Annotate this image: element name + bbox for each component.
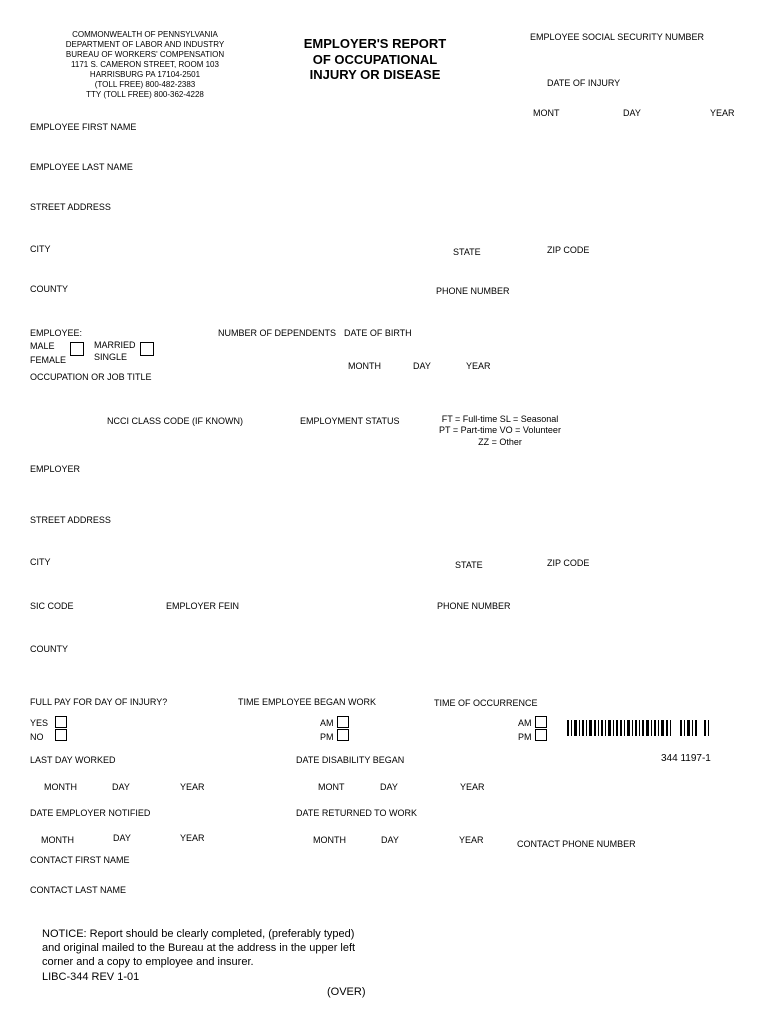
ldw-year-label: YEAR: [180, 782, 205, 792]
en-year-label: YEAR: [180, 833, 205, 843]
full-pay-label: FULL PAY FOR DAY OF INJURY?: [30, 697, 167, 707]
dob-day-label: DAY: [413, 361, 431, 371]
dob-label: DATE OF BIRTH: [344, 328, 412, 338]
barcode-icon: [567, 720, 717, 736]
en-month-label: MONTH: [41, 835, 74, 845]
status-key-line: FT = Full-time SL = Seasonal: [420, 414, 580, 425]
employer-city-label: CITY: [30, 557, 51, 567]
contact-last-name-label: CONTACT LAST NAME: [30, 885, 126, 895]
barcode-text: 344 1197-1: [661, 753, 711, 764]
returned-work-label: DATE RETURNED TO WORK: [296, 808, 417, 818]
notice-line: corner and a copy to employee and insure…: [42, 956, 422, 970]
no-label: NO: [30, 732, 44, 742]
time-occ-am-label: AM: [518, 718, 532, 728]
employer-state-label: STATE: [455, 560, 483, 570]
header-line: (TOLL FREE) 800-482-2383: [40, 80, 250, 90]
employee-label: EMPLOYEE:: [30, 328, 82, 338]
employee-first-name-label: EMPLOYEE FIRST NAME: [30, 122, 136, 132]
header-line: 1171 S. CAMERON STREET, ROOM 103: [40, 60, 250, 70]
en-day-label: DAY: [113, 833, 131, 843]
title-line: INJURY OR DISEASE: [270, 67, 480, 83]
disability-began-label: DATE DISABILITY BEGAN: [296, 755, 404, 765]
male-female-checkbox[interactable]: [70, 342, 84, 356]
time-occ-pm-label: PM: [518, 732, 532, 742]
employer-street-label: STREET ADDRESS: [30, 515, 111, 525]
ssn-label: EMPLOYEE SOCIAL SECURITY NUMBER: [530, 32, 704, 42]
contact-first-name-label: CONTACT FIRST NAME: [30, 855, 130, 865]
header-line: HARRISBURG PA 17104-2501: [40, 70, 250, 80]
time-began-am-label: AM: [320, 718, 334, 728]
employment-status-label: EMPLOYMENT STATUS: [300, 416, 400, 426]
married-single-checkbox[interactable]: [140, 342, 154, 356]
married-label: MARRIED: [94, 340, 136, 350]
form-revision: LIBC-344 REV 1-01: [42, 971, 139, 983]
title-line: OF OCCUPATIONAL: [270, 52, 480, 68]
rw-month-label: MONTH: [313, 835, 346, 845]
status-key-line: PT = Part-time VO = Volunteer: [420, 425, 580, 436]
employment-status-key: FT = Full-time SL = Seasonal PT = Part-t…: [420, 414, 580, 448]
dob-month-label: MONTH: [348, 361, 381, 371]
county-label: COUNTY: [30, 284, 68, 294]
time-began-pm-checkbox[interactable]: [337, 729, 349, 741]
db-month-label: MONT: [318, 782, 345, 792]
single-label: SINGLE: [94, 352, 127, 362]
fullpay-no-checkbox[interactable]: [55, 729, 67, 741]
time-occurrence-label: TIME OF OCCURRENCE: [434, 698, 538, 708]
header-line: DEPARTMENT OF LABOR AND INDUSTRY: [40, 40, 250, 50]
employer-county-label: COUNTY: [30, 644, 68, 654]
db-year-label: YEAR: [460, 782, 485, 792]
last-day-worked-label: LAST DAY WORKED: [30, 755, 116, 765]
ncci-label: NCCI CLASS CODE (IF KNOWN): [107, 416, 243, 426]
employer-label: EMPLOYER: [30, 464, 80, 474]
fein-label: EMPLOYER FEIN: [166, 601, 239, 611]
db-day-label: DAY: [380, 782, 398, 792]
dependents-label: NUMBER OF DEPENDENTS: [218, 328, 336, 338]
time-began-label: TIME EMPLOYEE BEGAN WORK: [238, 697, 376, 707]
time-occ-pm-checkbox[interactable]: [535, 729, 547, 741]
male-label: MALE: [30, 341, 55, 351]
fullpay-yes-checkbox[interactable]: [55, 716, 67, 728]
phone-label: PHONE NUMBER: [436, 286, 510, 296]
month-label: MONT: [533, 108, 560, 118]
time-began-pm-label: PM: [320, 732, 334, 742]
street-address-label: STREET ADDRESS: [30, 202, 111, 212]
header-line: TTY (TOLL FREE) 800-362-4228: [40, 90, 250, 100]
title-line: EMPLOYER'S REPORT: [270, 36, 480, 52]
year-label: YEAR: [710, 108, 735, 118]
ldw-day-label: DAY: [112, 782, 130, 792]
female-label: FEMALE: [30, 355, 66, 365]
zip-label: ZIP CODE: [547, 245, 589, 255]
status-key-line: ZZ = Other: [420, 437, 580, 448]
rw-year-label: YEAR: [459, 835, 484, 845]
sic-label: SIC CODE: [30, 601, 74, 611]
occupation-label: OCCUPATION OR JOB TITLE: [30, 372, 152, 382]
employer-zip-label: ZIP CODE: [547, 558, 589, 568]
state-label: STATE: [453, 247, 481, 257]
time-began-am-checkbox[interactable]: [337, 716, 349, 728]
agency-header: COMMONWEALTH OF PENNSYLVANIA DEPARTMENT …: [40, 30, 250, 100]
header-line: COMMONWEALTH OF PENNSYLVANIA: [40, 30, 250, 40]
yes-label: YES: [30, 718, 48, 728]
time-occ-am-checkbox[interactable]: [535, 716, 547, 728]
notice-line: NOTICE: Report should be clearly complet…: [42, 928, 422, 942]
header-line: BUREAU OF WORKERS' COMPENSATION: [40, 50, 250, 60]
form-title: EMPLOYER'S REPORT OF OCCUPATIONAL INJURY…: [270, 36, 480, 83]
contact-phone-label: CONTACT PHONE NUMBER: [517, 839, 636, 849]
ldw-month-label: MONTH: [44, 782, 77, 792]
date-of-injury-label: DATE OF INJURY: [547, 78, 620, 88]
over-indicator: (OVER): [327, 986, 366, 998]
notice-text: NOTICE: Report should be clearly complet…: [42, 928, 422, 969]
rw-day-label: DAY: [381, 835, 399, 845]
dob-year-label: YEAR: [466, 361, 491, 371]
employer-notified-label: DATE EMPLOYER NOTIFIED: [30, 808, 150, 818]
employee-last-name-label: EMPLOYEE LAST NAME: [30, 162, 133, 172]
day-label: DAY: [623, 108, 641, 118]
city-label: CITY: [30, 244, 51, 254]
notice-line: and original mailed to the Bureau at the…: [42, 942, 422, 956]
employer-phone-label: PHONE NUMBER: [437, 601, 511, 611]
